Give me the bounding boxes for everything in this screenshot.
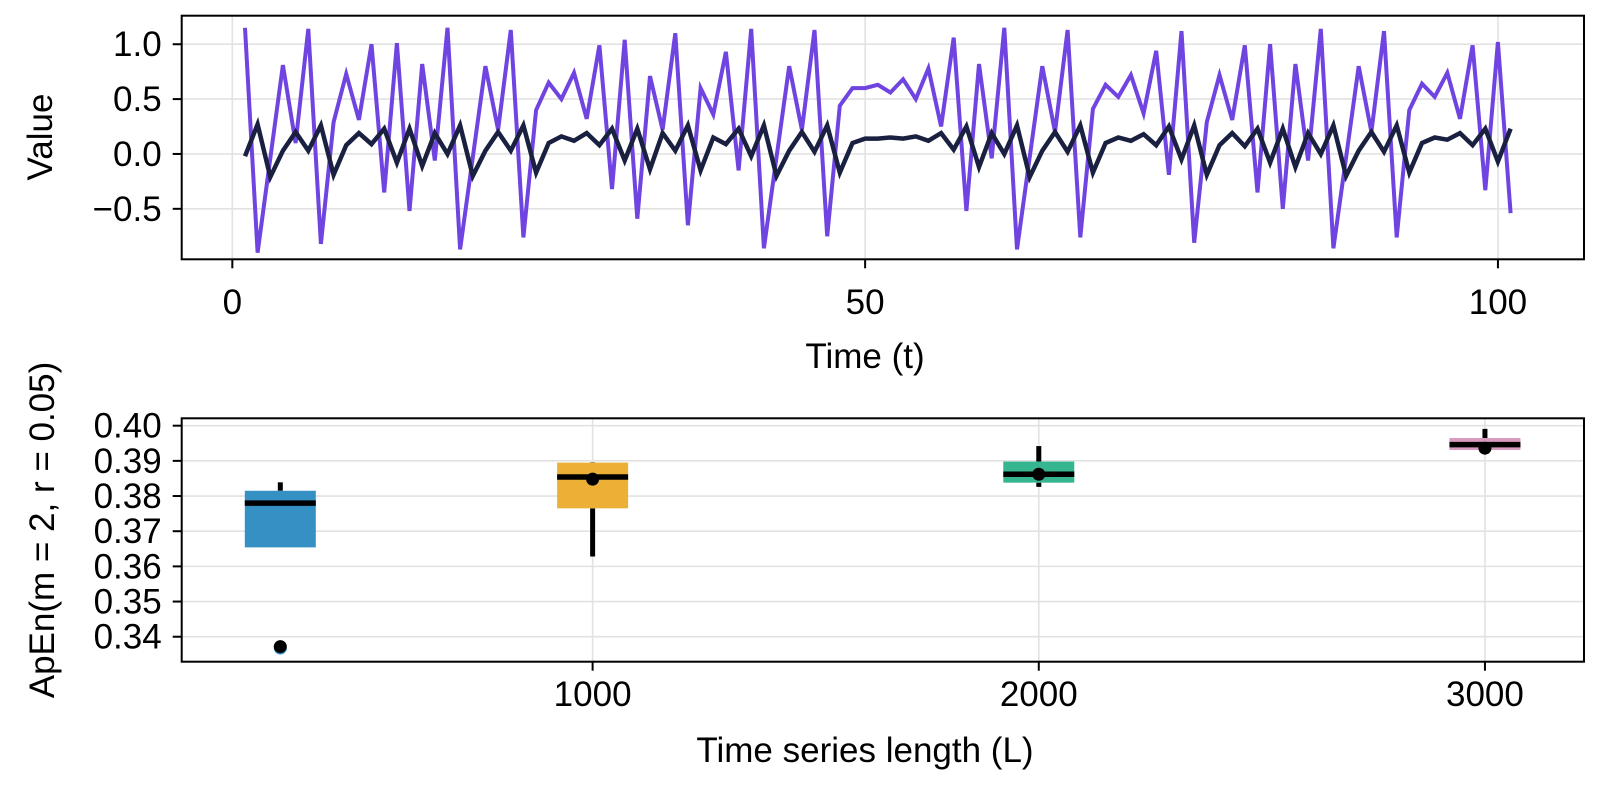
time-series-plot: 1.0 0.5 0.0 −0.5 0 50 100 xyxy=(93,14,1586,322)
bottom-y-tick-label: 0.38 xyxy=(94,477,162,516)
box-1-point xyxy=(273,640,287,654)
top-y-tick-label: −0.5 xyxy=(93,190,162,229)
top-x-tick-label: 100 xyxy=(1469,283,1527,322)
top-axes-frame xyxy=(180,14,1586,261)
bottom-x-tick-label: 1000 xyxy=(554,675,632,714)
series-line-1 xyxy=(243,27,1513,253)
bottom-y-tick-label: 0.36 xyxy=(94,547,162,586)
bottom-y-axis-label: ApEn(m = 2, r = 0.05) xyxy=(23,362,62,699)
top-y-axis-label: Value xyxy=(21,94,60,181)
top-y-tick-label: 0.0 xyxy=(113,135,162,174)
bottom-y-tick-label: 0.37 xyxy=(94,512,162,551)
bottom-x-axis-label: Time series length (L) xyxy=(696,731,1033,770)
series-line-2 xyxy=(242,116,1513,184)
apen-boxplot: 0.400.390.380.370.360.350.34 1000 2000 3000 xyxy=(94,407,1586,714)
box-4-point xyxy=(1478,441,1492,455)
top-y-tick-label: 0.5 xyxy=(113,80,162,119)
top-x-tick-label: 50 xyxy=(846,283,885,322)
box-3-point xyxy=(1032,467,1046,481)
box-1-iqr xyxy=(244,490,316,548)
top-x-tick-label: 0 xyxy=(223,283,242,322)
box-2-point xyxy=(586,472,600,486)
bottom-y-tick-label: 0.40 xyxy=(94,407,162,446)
bottom-y-tick-label: 0.34 xyxy=(94,618,162,657)
top-x-axis-label: Time (t) xyxy=(805,337,924,376)
top-y-tick-label: 1.0 xyxy=(113,25,162,64)
bottom-x-tick-label: 3000 xyxy=(1446,675,1524,714)
bottom-y-tick-label: 0.39 xyxy=(94,442,162,481)
bottom-x-tick-label: 2000 xyxy=(1000,675,1078,714)
bottom-axes-frame xyxy=(180,417,1586,663)
bottom-y-tick-label: 0.35 xyxy=(94,583,162,622)
